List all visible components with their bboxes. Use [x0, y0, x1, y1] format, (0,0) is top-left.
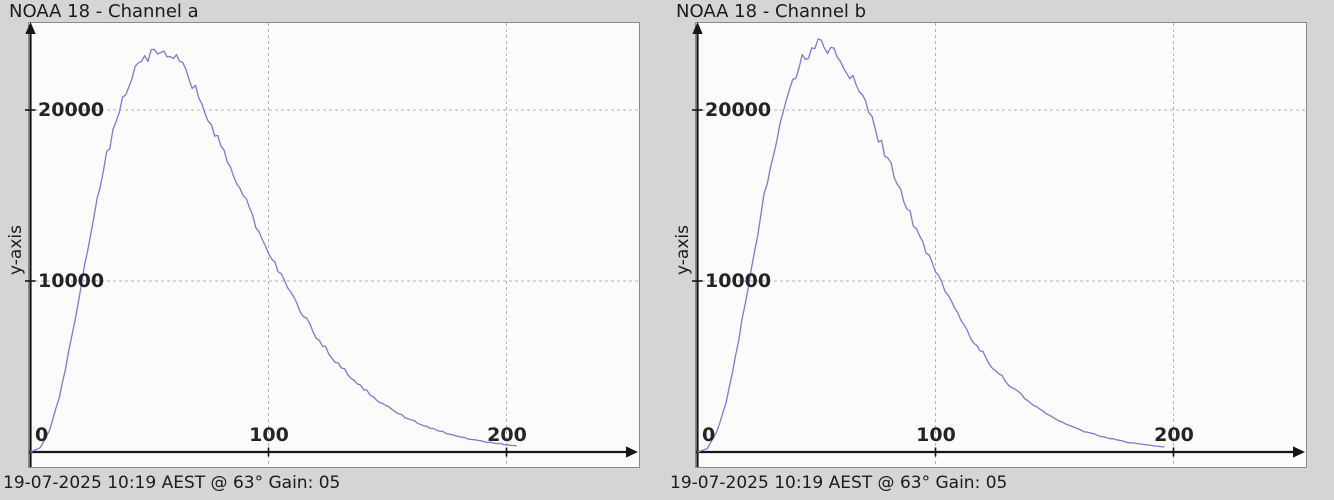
chart-caption: 19-07-2025 10:19 AEST @ 63° Gain: 05: [670, 473, 1008, 493]
chart-title: NOAA 18 - Channel a: [9, 1, 199, 22]
x-axis-arrow-icon: [1293, 446, 1305, 458]
chart-panel-channel-a: NOAA 18 - Channel a 20000 10000 0 100 20…: [3, 1, 640, 493]
y-tick-label-10000: 10000: [705, 270, 772, 292]
chart-caption: 19-07-2025 10:19 AEST @ 63° Gain: 05: [3, 473, 341, 493]
histogram-curve: [29, 48, 517, 453]
x-tick-label-100: 100: [916, 424, 956, 446]
y-tick-label-20000: 20000: [705, 99, 772, 121]
y-tick-label-10000: 10000: [38, 270, 105, 292]
y-axis-arrow-icon: [692, 22, 703, 34]
x-axis-arrow-icon: [626, 446, 638, 458]
x-tick-label-0: 0: [35, 424, 49, 446]
histogram-curve: [696, 38, 1165, 453]
chart-title: NOAA 18 - Channel b: [676, 1, 867, 22]
y-axis-arrow-icon: [25, 22, 36, 34]
y-axis-title: y-axis: [6, 225, 26, 275]
plot-area: 20000 10000 0 100 200: [25, 22, 640, 468]
x-tick-label-100: 100: [249, 424, 289, 446]
histogram-plot: [25, 22, 639, 467]
chart-panel-channel-b: NOAA 18 - Channel b 20000 10000 0 100 20…: [667, 0, 1334, 500]
x-tick-label-200: 200: [1154, 424, 1194, 446]
x-tick-label-0: 0: [702, 424, 716, 446]
histogram-plot: [692, 22, 1306, 467]
x-tick-label-200: 200: [487, 424, 527, 446]
y-axis-title: y-axis: [673, 225, 693, 275]
y-tick-label-20000: 20000: [38, 99, 105, 121]
plot-area: 20000 10000 0 100 200: [692, 22, 1307, 468]
